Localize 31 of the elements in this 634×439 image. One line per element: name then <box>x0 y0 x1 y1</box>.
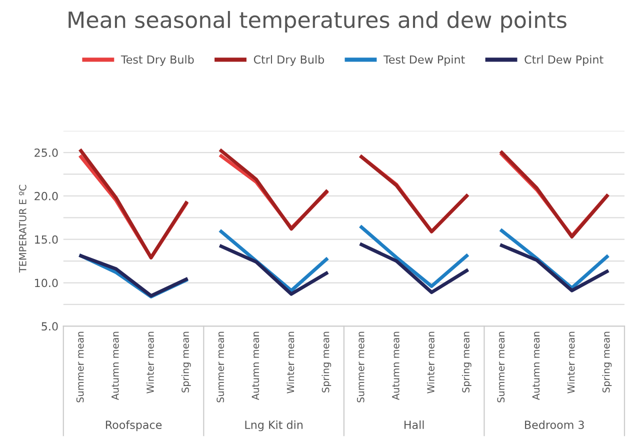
legend-label: Test Dry Bulb <box>120 55 194 66</box>
chart-title: Mean seasonal temperatures and dew points <box>68 10 566 32</box>
x-tick-label: Summer mean <box>76 332 84 402</box>
x-tick-label: Winter mean <box>567 332 575 394</box>
y-tick-label: 20.0 <box>34 192 58 200</box>
x-tick-label: Winter mean <box>146 332 154 394</box>
y-axis-title: TEMPERATUR E ºC <box>19 184 26 273</box>
text: Lng Kit din <box>245 420 302 432</box>
y-tick-label: 25.0 <box>34 148 58 157</box>
x-tick-label: Summer mean <box>216 332 224 402</box>
text: Roofspace <box>106 420 162 432</box>
y-tick-label: 10.0 <box>35 278 58 288</box>
x-tick-label: Summer mean <box>356 332 364 402</box>
y-tick-label: 15.0 <box>35 235 58 244</box>
x-tick-label: Autumn mean <box>112 332 119 400</box>
x-tick-label: Autumn mean <box>252 332 260 400</box>
x-tick-label: Spring mean <box>602 332 612 392</box>
text: Bedroom 3 <box>525 420 584 430</box>
legend-label: Ctrl Dry Bulb <box>254 55 324 66</box>
x-tick-label: Spring mean <box>322 332 332 392</box>
x-tick-label: Autumn mean <box>532 332 540 400</box>
x-tick-label: Winter mean <box>286 332 294 394</box>
x-tick-label: Spring mean <box>462 332 472 392</box>
legend-label: Test Dew Ppint <box>383 55 465 66</box>
legend-label: Ctrl Dew Ppint <box>524 55 604 66</box>
text: Hall <box>404 420 424 430</box>
x-tick-label: Winter mean <box>426 332 434 394</box>
x-tick-label: Autumn mean <box>392 332 400 400</box>
y-tick-label: 5.0 <box>42 322 58 331</box>
x-tick-label: Summer mean <box>497 332 505 402</box>
x-tick-label: Spring mean <box>181 332 191 392</box>
